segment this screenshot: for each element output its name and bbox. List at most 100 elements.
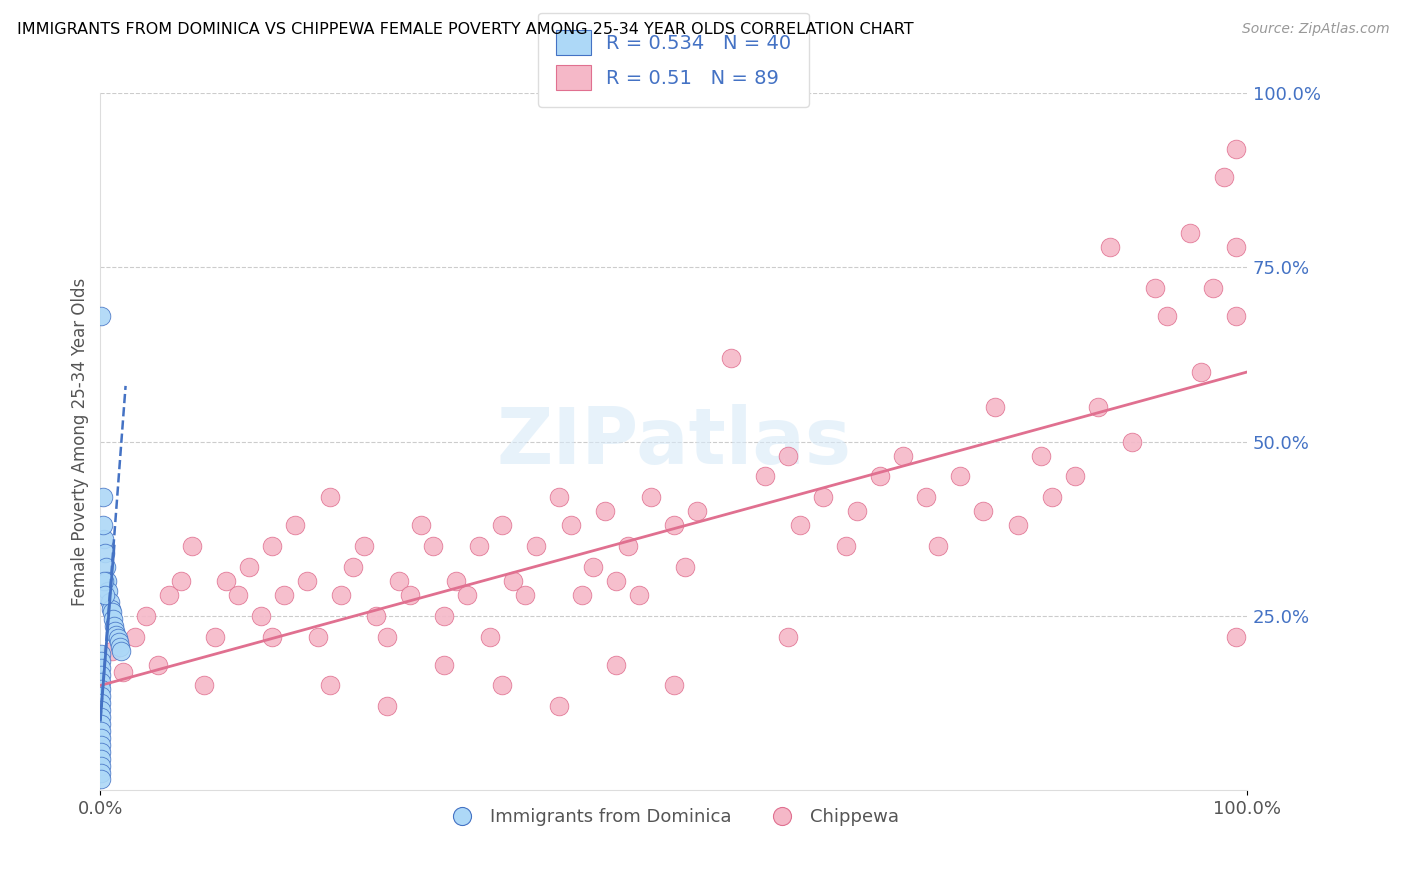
Point [811, 491, 834, 505]
Point [433, 657, 456, 672]
Point [778, 630, 800, 644]
Point [891, 449, 914, 463]
Point [330, 588, 353, 602]
Point [107, 635, 129, 649]
Point [94, 546, 117, 560]
Point [250, 608, 273, 623]
Point [444, 574, 467, 588]
Point [835, 539, 858, 553]
Point [984, 400, 1007, 414]
Point [468, 539, 491, 553]
Point [94, 560, 117, 574]
Point [90, 668, 112, 682]
Point [1225, 142, 1247, 156]
Point [662, 678, 685, 692]
Point [433, 608, 456, 623]
Point [93, 574, 115, 588]
Point [96, 574, 118, 588]
Point [90, 654, 112, 668]
Point [98, 595, 121, 609]
Point [617, 539, 640, 553]
Point [307, 630, 329, 644]
Point [949, 469, 972, 483]
Point [1225, 239, 1247, 253]
Point [90, 703, 112, 717]
Point [124, 630, 146, 644]
Point [90, 675, 112, 690]
Point [90, 696, 112, 710]
Point [90, 758, 112, 772]
Point [91, 491, 114, 505]
Point [1029, 449, 1052, 463]
Point [90, 751, 112, 765]
Point [927, 539, 949, 553]
Point [628, 588, 651, 602]
Point [915, 491, 938, 505]
Point [846, 504, 869, 518]
Point [778, 449, 800, 463]
Text: ZIPatlas: ZIPatlas [496, 404, 851, 480]
Point [387, 574, 409, 588]
Point [90, 681, 112, 696]
Point [1178, 226, 1201, 240]
Point [90, 716, 112, 731]
Point [90, 745, 112, 759]
Point [754, 469, 776, 483]
Point [1225, 630, 1247, 644]
Point [364, 608, 387, 623]
Point [353, 539, 375, 553]
Point [1144, 281, 1167, 295]
Point [720, 351, 742, 365]
Point [273, 588, 295, 602]
Point [605, 574, 627, 588]
Point [1040, 491, 1063, 505]
Point [319, 678, 342, 692]
Point [593, 504, 616, 518]
Point [181, 539, 204, 553]
Point [90, 723, 112, 738]
Point [342, 560, 364, 574]
Point [90, 661, 112, 675]
Point [375, 699, 398, 714]
Point [90, 689, 112, 703]
Point [491, 518, 513, 533]
Point [319, 491, 342, 505]
Text: IMMIGRANTS FROM DOMINICA VS CHIPPEWA FEMALE POVERTY AMONG 25-34 YEAR OLDS CORREL: IMMIGRANTS FROM DOMINICA VS CHIPPEWA FEM… [17, 22, 914, 37]
Point [93, 532, 115, 546]
Point [104, 624, 127, 639]
Point [108, 640, 131, 654]
Point [1098, 239, 1121, 253]
Point [226, 588, 249, 602]
Point [605, 657, 627, 672]
Point [673, 560, 696, 574]
Point [105, 628, 128, 642]
Point [262, 539, 284, 553]
Point [1213, 169, 1236, 184]
Point [456, 588, 478, 602]
Point [135, 608, 157, 623]
Point [90, 765, 112, 780]
Point [422, 539, 444, 553]
Point [789, 518, 811, 533]
Point [1087, 400, 1109, 414]
Point [107, 631, 129, 645]
Point [502, 574, 524, 588]
Point [1007, 518, 1029, 533]
Point [204, 630, 226, 644]
Point [110, 643, 132, 657]
Point [375, 630, 398, 644]
Point [262, 630, 284, 644]
Point [972, 504, 994, 518]
Point [238, 560, 260, 574]
Point [90, 731, 112, 745]
Point [491, 678, 513, 692]
Point [513, 588, 536, 602]
Point [215, 574, 238, 588]
Point [94, 588, 117, 602]
Point [1121, 434, 1143, 449]
Point [560, 518, 582, 533]
Point [169, 574, 191, 588]
Point [97, 584, 120, 599]
Point [103, 619, 125, 633]
Point [90, 772, 112, 787]
